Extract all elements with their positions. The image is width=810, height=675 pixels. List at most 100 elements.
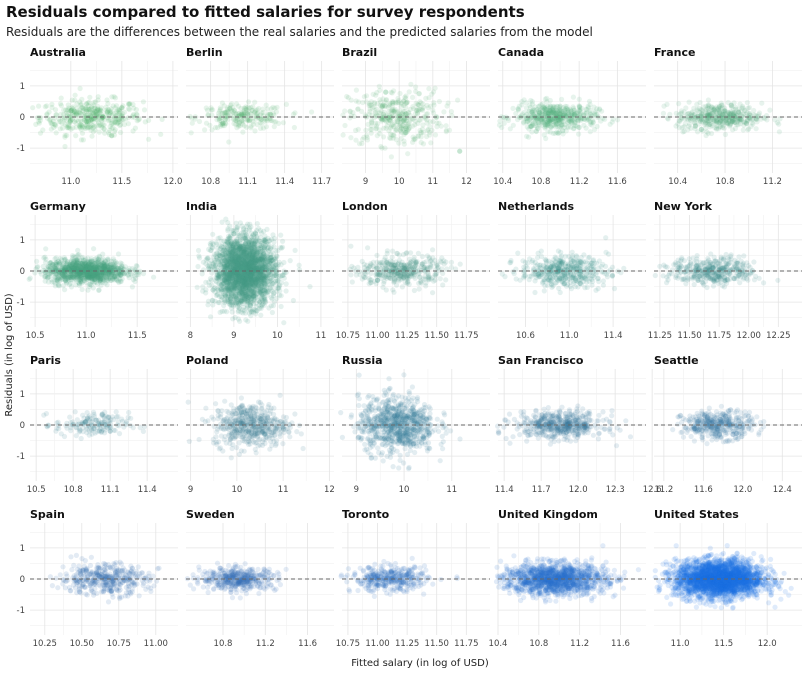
scatter-point bbox=[63, 110, 69, 116]
scatter-point bbox=[438, 123, 444, 129]
scatter-point bbox=[241, 105, 247, 111]
scatter-point bbox=[67, 118, 73, 124]
scatter-point bbox=[81, 117, 87, 123]
x-tick-label: 11.0 bbox=[61, 177, 80, 187]
scatter-point bbox=[581, 110, 587, 116]
scatter-point bbox=[35, 115, 41, 121]
scatter-point bbox=[254, 308, 260, 314]
scatter-point bbox=[62, 134, 68, 140]
scatter-point bbox=[574, 117, 580, 123]
data-point bbox=[63, 277, 69, 283]
scatter-point bbox=[127, 101, 133, 107]
scatter-point bbox=[252, 109, 258, 115]
scatter-point bbox=[48, 121, 55, 127]
scatter-point bbox=[151, 274, 157, 280]
y-tick-label: 0 bbox=[20, 113, 25, 123]
scatter-point bbox=[98, 108, 104, 114]
scatter-point bbox=[80, 137, 86, 143]
scatter-point bbox=[224, 108, 230, 114]
scatter-point bbox=[57, 126, 63, 132]
scatter-point bbox=[342, 122, 348, 129]
scatter-point bbox=[85, 106, 91, 112]
scatter-point bbox=[130, 101, 136, 108]
scatter-point bbox=[233, 111, 239, 117]
scatter-point bbox=[62, 265, 68, 271]
x-tick-label: 11.1 bbox=[238, 177, 257, 187]
scatter-point bbox=[96, 287, 102, 293]
scatter-point bbox=[140, 271, 147, 277]
scatter-point bbox=[402, 94, 408, 100]
scatter-point bbox=[77, 123, 83, 129]
scatter-point bbox=[397, 90, 403, 97]
data-point bbox=[722, 108, 728, 114]
chart-title: Residuals compared to fitted salaries fo… bbox=[6, 3, 525, 21]
scatter-point bbox=[93, 111, 99, 118]
scatter-point bbox=[97, 122, 103, 128]
scatter-point bbox=[48, 119, 54, 125]
scatter-point bbox=[231, 121, 237, 127]
scatter-point bbox=[129, 284, 135, 290]
scatter-point bbox=[392, 106, 398, 112]
scatter-point bbox=[86, 124, 92, 130]
scatter-point bbox=[107, 109, 113, 115]
scatter-point bbox=[576, 131, 582, 137]
scatter-point bbox=[86, 119, 92, 125]
scatter-point bbox=[93, 99, 99, 105]
scatter-point bbox=[54, 112, 60, 118]
scatter-point bbox=[258, 125, 264, 131]
scatter-point bbox=[73, 133, 79, 139]
scatter-point bbox=[428, 140, 434, 146]
scatter-point bbox=[219, 219, 225, 225]
scatter-point bbox=[340, 132, 346, 138]
scatter-point bbox=[63, 118, 70, 124]
scatter-point bbox=[745, 118, 751, 124]
scatter-point bbox=[69, 97, 75, 103]
scatter-point bbox=[545, 121, 551, 127]
scatter-point bbox=[95, 97, 101, 103]
scatter-point bbox=[86, 107, 92, 113]
scatter-point bbox=[416, 117, 422, 123]
scatter-point bbox=[81, 125, 87, 131]
scatter-point bbox=[203, 105, 209, 111]
x-tick-label: 11.5 bbox=[112, 177, 131, 187]
scatter-point bbox=[368, 99, 374, 105]
scatter-point bbox=[273, 109, 279, 115]
scatter-point bbox=[112, 110, 118, 116]
scatter-point bbox=[258, 117, 264, 123]
scatter-point bbox=[245, 99, 252, 105]
scatter-point bbox=[515, 106, 521, 112]
scatter-point bbox=[83, 101, 90, 107]
scatter-point bbox=[79, 105, 85, 111]
scatter-point bbox=[93, 116, 99, 122]
scatter-point bbox=[424, 133, 430, 140]
scatter-point bbox=[142, 119, 148, 125]
scatter-point bbox=[280, 120, 286, 126]
scatter-point bbox=[276, 120, 282, 126]
scatter-point bbox=[91, 124, 97, 130]
scatter-point bbox=[97, 110, 103, 116]
scatter-point bbox=[80, 108, 86, 114]
scatter-point bbox=[723, 118, 729, 124]
data-point bbox=[119, 105, 125, 111]
scatter-point bbox=[98, 117, 104, 124]
scatter-point bbox=[594, 106, 600, 112]
scatter-point bbox=[96, 129, 102, 135]
scatter-point bbox=[259, 116, 265, 122]
scatter-point bbox=[122, 116, 129, 122]
scatter-point bbox=[71, 119, 78, 125]
scatter-point bbox=[499, 124, 505, 131]
scatter-point bbox=[363, 93, 370, 99]
scatter-point bbox=[271, 244, 277, 250]
scatter-point bbox=[686, 99, 692, 105]
scatter-point bbox=[729, 104, 735, 110]
scatter-point bbox=[100, 269, 106, 275]
scatter-point bbox=[51, 121, 58, 127]
scatter-point bbox=[87, 106, 94, 113]
scatter-point bbox=[118, 129, 124, 136]
scatter-point bbox=[56, 119, 62, 125]
scatter-point bbox=[82, 123, 88, 130]
scatter-point bbox=[535, 106, 541, 112]
